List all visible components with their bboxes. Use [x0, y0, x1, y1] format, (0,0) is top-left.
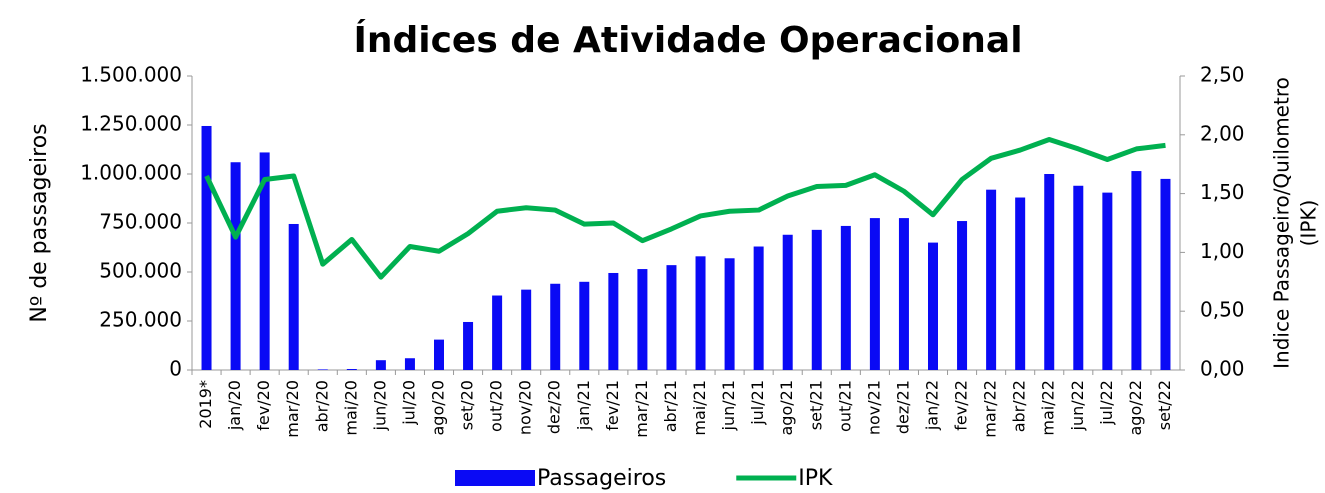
y-tick-label: 250.000: [99, 308, 182, 332]
x-tick-label: mai/22: [1039, 380, 1058, 436]
x-tick-label: nov/20: [516, 380, 535, 435]
bar: [869, 218, 880, 370]
bar: [1015, 197, 1026, 370]
y-tick-label: 1.500.000: [80, 63, 182, 87]
bar: [1131, 171, 1142, 370]
bar: [521, 289, 532, 370]
legend-label: Passageiros: [537, 466, 666, 491]
bar: [463, 321, 474, 370]
legend-swatch: [455, 470, 535, 486]
chart-title: Índices de Atividade Operacional: [353, 19, 1022, 61]
y2-axis-label: (IPK): [1297, 200, 1321, 247]
bar: [1160, 178, 1171, 370]
x-tick-label: jul/22: [1097, 380, 1116, 426]
y2-tick-label: 1,00: [1200, 239, 1245, 263]
bar: [898, 218, 909, 370]
bar: [346, 369, 357, 370]
x-tick-label: jun/22: [1068, 380, 1087, 431]
x-tick-label: jun/21: [719, 380, 738, 431]
x-tick-label: nov/21: [864, 380, 883, 435]
x-tick-label: set/22: [1155, 380, 1174, 430]
x-tick-label: mar/21: [632, 380, 651, 438]
bar: [201, 125, 212, 370]
x-tick-label: 2019*: [196, 380, 215, 429]
x-tick-label: fev/20: [254, 380, 273, 431]
bar: [608, 272, 619, 370]
bar: [1102, 192, 1113, 370]
x-tick-label: set/21: [806, 380, 825, 430]
y2-axis-label: Indice Passageiro/Quilometro: [1270, 77, 1294, 369]
x-tick-label: abr/21: [661, 380, 680, 432]
bar: [1044, 174, 1055, 370]
x-tick-label: abr/20: [312, 380, 331, 432]
bar: [957, 221, 968, 370]
y-axis-label: Nº de passageiros: [27, 123, 52, 322]
x-tick-label: set/20: [458, 380, 477, 430]
x-tick-label: out/20: [487, 380, 506, 432]
y-tick-label: 1.000.000: [80, 161, 182, 185]
bar: [811, 229, 822, 370]
x-tick-label: mai/20: [341, 380, 360, 436]
y-tick-label: 1.250.000: [80, 112, 182, 136]
x-tick-label: mar/22: [981, 380, 1000, 438]
bar: [753, 246, 764, 370]
x-tick-label: ago/21: [777, 380, 796, 436]
bar: [259, 152, 270, 370]
bar: [695, 256, 706, 370]
x-tick-label: ago/20: [429, 380, 448, 436]
y2-tick-label: 0,00: [1200, 357, 1245, 381]
x-tick-label: fev/22: [952, 380, 971, 431]
bar: [434, 339, 444, 370]
x-tick-label: fev/21: [603, 380, 622, 431]
bar: [840, 225, 851, 370]
x-tick-label: abr/22: [1010, 380, 1029, 432]
y-tick-label: 500.000: [99, 259, 182, 283]
x-tick-label: mai/21: [690, 380, 709, 436]
bar: [404, 358, 415, 370]
line: [204, 137, 1166, 280]
bar: [1073, 185, 1084, 370]
y2-tick-label: 0,50: [1200, 298, 1245, 322]
x-tick-label: mar/20: [283, 380, 302, 438]
bar: [666, 265, 677, 370]
legend-label: IPK: [798, 466, 833, 491]
y2-tick-label: 2,00: [1200, 121, 1245, 145]
x-tick-label: out/21: [835, 380, 854, 432]
bar: [986, 189, 997, 370]
y-tick-label: 0: [169, 357, 182, 381]
bar: [317, 369, 328, 370]
x-tick-label: jan/22: [923, 380, 942, 431]
bar: [928, 242, 938, 370]
x-tick-label: jul/20: [399, 380, 418, 426]
bar: [782, 234, 793, 370]
bar: [375, 360, 386, 370]
x-tick-label: dez/21: [893, 380, 912, 434]
bar: [288, 223, 299, 370]
bar: [637, 269, 648, 370]
x-tick-label: jan/20: [225, 380, 244, 431]
y-tick-label: 750.000: [99, 210, 182, 234]
x-tick-label: jan/21: [574, 380, 593, 431]
bar: [550, 283, 561, 370]
x-tick-label: jul/21: [748, 380, 767, 426]
x-tick-label: jun/20: [370, 380, 389, 431]
bar: [492, 295, 503, 370]
bar: [230, 162, 241, 370]
x-tick-label: ago/22: [1126, 380, 1145, 436]
bar: [579, 281, 590, 370]
x-tick-label: dez/20: [545, 380, 564, 434]
y2-tick-label: 2,50: [1200, 63, 1245, 87]
bar: [724, 258, 735, 370]
y2-tick-label: 1,50: [1200, 180, 1245, 204]
